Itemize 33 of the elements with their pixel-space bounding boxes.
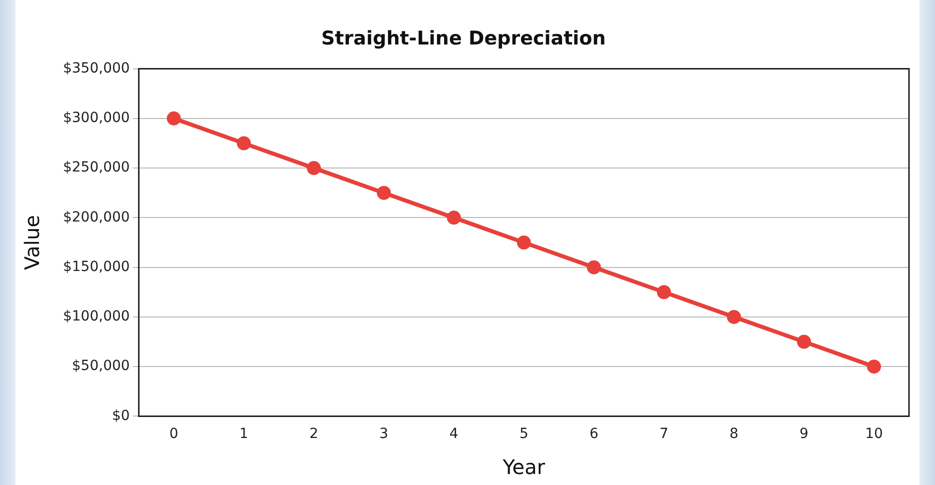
x-tick-label: 6 (589, 426, 598, 442)
point (446, 210, 461, 225)
point (866, 360, 881, 374)
point (656, 285, 671, 300)
x-tick-label: 10 (865, 426, 883, 442)
y-tick-label: $0 (112, 408, 130, 424)
y-tick-label: $50,000 (72, 358, 130, 374)
x-tick-label: 8 (729, 426, 738, 442)
y-tick-label: $150,000 (62, 258, 130, 275)
y-axis-title: Value (20, 215, 44, 270)
x-tick-label: 1 (239, 426, 248, 442)
x-tick-label: 5 (519, 426, 528, 442)
point (166, 111, 181, 126)
x-axis-title: Year (502, 455, 546, 480)
point (236, 136, 251, 150)
y-tick-label: $350,000 (62, 60, 130, 76)
x-tick-label: 2 (309, 426, 318, 442)
x-tick-label: 7 (659, 426, 668, 442)
y-tick-label: $200,000 (62, 209, 130, 226)
point (306, 161, 321, 176)
x-tick-label: 9 (800, 426, 808, 442)
point (516, 236, 531, 250)
point (796, 334, 811, 349)
y-tick-label: $100,000 (62, 308, 130, 325)
x-tick-label: 4 (449, 426, 458, 442)
y-tick-label: $300,000 (62, 110, 130, 126)
point (376, 186, 391, 200)
point (726, 310, 741, 324)
chart-title: Straight-Line Depreciation (321, 27, 606, 50)
y-tick-label: $250,000 (62, 160, 130, 176)
x-tick-label: 3 (379, 426, 388, 442)
x-tick-label: 0 (169, 426, 178, 442)
point (586, 260, 601, 274)
